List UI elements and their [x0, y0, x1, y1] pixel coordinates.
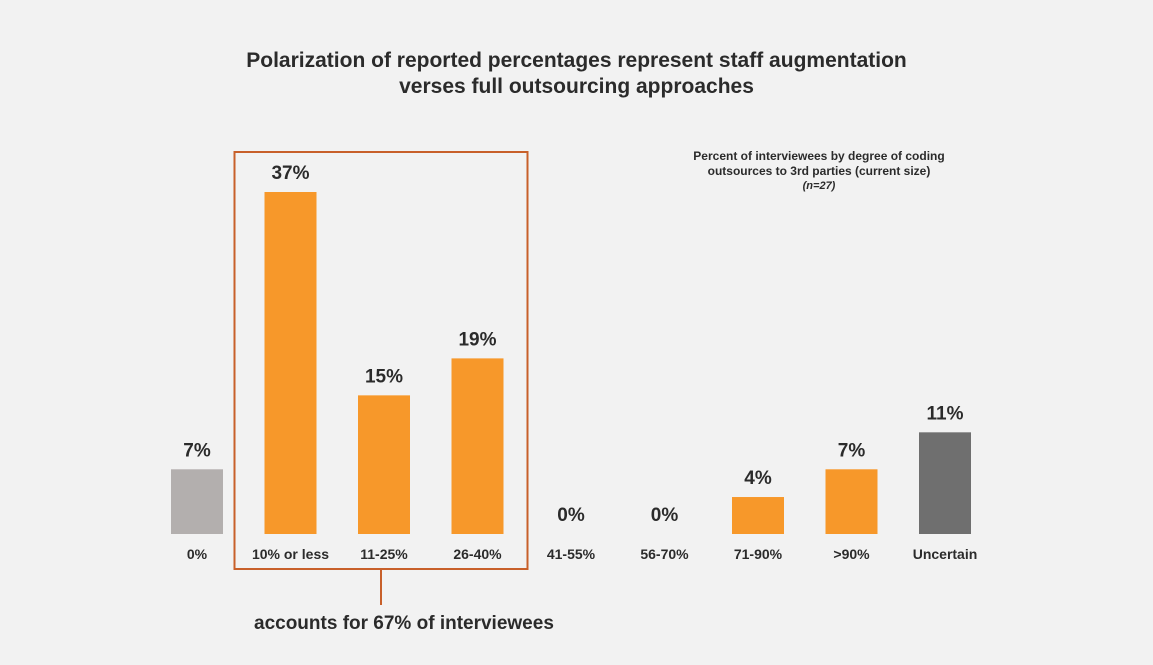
category-label-over-90: >90%	[833, 546, 870, 562]
category-label-56-70: 56-70%	[640, 546, 689, 562]
chart-title-line-2: verses full outsourcing approaches	[399, 75, 754, 98]
category-label-10-or-less: 10% or less	[252, 546, 329, 562]
chart-title-line-1: Polarization of reported percentages rep…	[246, 49, 907, 72]
bar-26-40	[451, 358, 504, 534]
bar-over-90	[825, 469, 878, 534]
chart-subtitle-line-1: Percent of interviewees by degree of cod…	[693, 149, 945, 163]
value-label-10-or-less: 37%	[271, 163, 309, 184]
bar-uncertain	[919, 432, 971, 534]
bars-group	[171, 192, 971, 534]
sample-size-note: (n=27)	[802, 180, 836, 192]
chart-subtitle: Percent of interviewees by degree of cod…	[640, 149, 998, 194]
value-label-11-25: 15%	[365, 366, 403, 387]
bar-10-or-less	[264, 192, 317, 534]
value-label-56-70: 0%	[651, 505, 679, 526]
category-label-uncertain: Uncertain	[913, 546, 978, 562]
category-label-41-55: 41-55%	[547, 546, 596, 562]
chart-title: Polarization of reported percentages rep…	[0, 48, 1153, 100]
callout-annotation: accounts for 67% of interviewees	[254, 613, 554, 634]
category-label-26-40: 26-40%	[453, 546, 502, 562]
value-label-41-55: 0%	[557, 505, 585, 526]
value-label-71-90: 4%	[744, 468, 772, 489]
value-label-uncertain: 11%	[927, 403, 964, 424]
bar-0	[171, 469, 223, 534]
category-labels-group: 0% 10% or less 11-25% 26-40% 41-55% 56-70% 71-…	[187, 546, 977, 562]
category-label-71-90: 71-90%	[734, 546, 783, 562]
value-label-0: 7%	[183, 440, 211, 461]
category-label-11-25: 11-25%	[360, 546, 408, 562]
bar-11-25	[358, 395, 410, 534]
chart-subtitle-line-2: outsources to 3rd parties (current size)	[707, 164, 931, 178]
value-labels-group: 7% 37% 15% 19% 0% 0% 4% 7% 11%	[183, 163, 963, 526]
bar-71-90	[732, 497, 784, 534]
value-label-26-40: 19%	[458, 329, 496, 350]
value-label-over-90: 7%	[838, 440, 866, 461]
category-label-0: 0%	[187, 546, 208, 562]
